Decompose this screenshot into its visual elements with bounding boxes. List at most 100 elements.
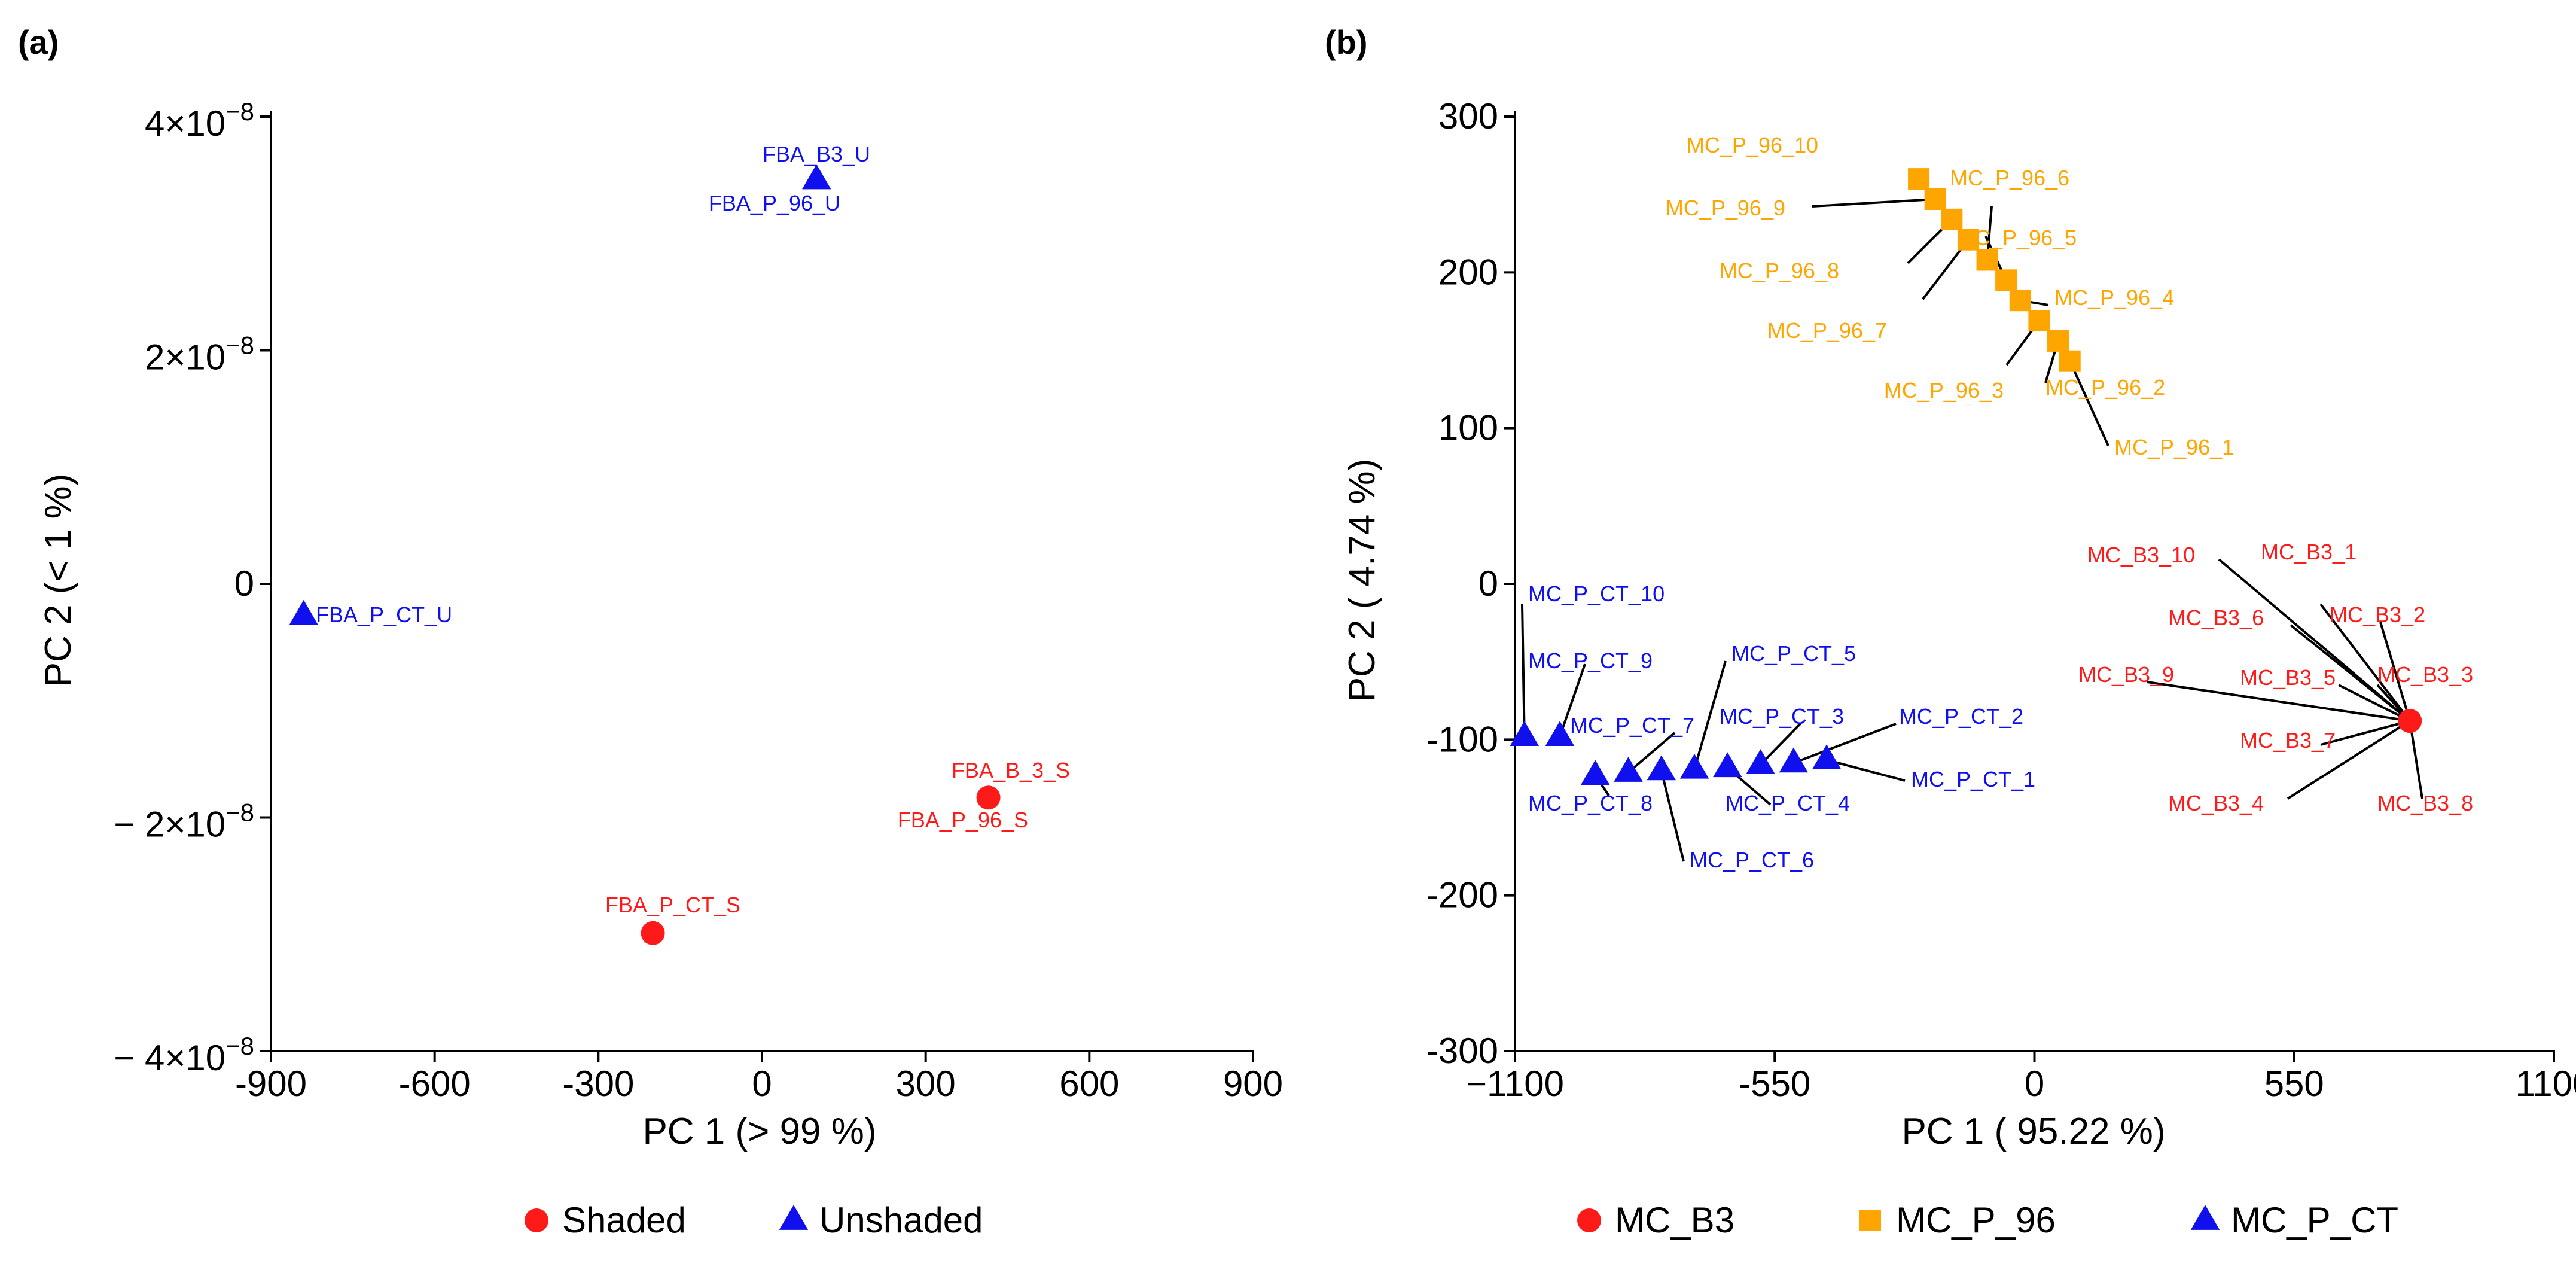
point-label: MC_P_CT_4 <box>1726 791 1850 815</box>
data-point <box>1647 755 1676 781</box>
data-point <box>1941 208 1963 230</box>
point-label: MC_B3_9 <box>2078 662 2174 687</box>
leader-line <box>1760 723 1801 766</box>
leader-line <box>1793 723 1897 765</box>
point-label: MC_B3_5 <box>2240 665 2336 690</box>
legend-label: Unshaded <box>819 1200 983 1240</box>
point-label: MC_B3_7 <box>2240 728 2336 753</box>
data-point <box>1779 747 1809 773</box>
legend-label: Shaded <box>562 1200 686 1240</box>
leader-line <box>1627 732 1676 774</box>
data-point <box>1581 760 1610 785</box>
legend-marker <box>779 1205 809 1230</box>
point-label: MC_P_96_10 <box>1687 133 1818 157</box>
panel-a-axes: -900 -600 -300 0 300 600 900 4×10−8 2×10−8 0 − 2×1… <box>114 98 1283 1104</box>
point-label: MC_P_CT_8 <box>1528 791 1653 815</box>
data-point <box>1545 721 1575 747</box>
point-label: FBA_P_CT_S <box>605 893 740 917</box>
x-tick-label: 300 <box>896 1064 956 1104</box>
point-label: MC_P_96_6 <box>1950 166 2069 190</box>
data-point <box>1976 249 1998 271</box>
point-label: MC_P_96_3 <box>1884 378 2004 403</box>
data-point <box>1924 188 1946 210</box>
x-tick-label: 0 <box>2025 1064 2044 1104</box>
y-tick-label: 0 <box>1478 564 1498 604</box>
y-tick-label: -200 <box>1426 875 1498 915</box>
legend-label: MC_P_96 <box>1896 1200 2056 1240</box>
x-tick-label: 550 <box>2264 1064 2324 1104</box>
x-tick-label: −1100 <box>1466 1064 1564 1104</box>
point-label: MC_B3_10 <box>2087 543 2195 567</box>
panel-label-b: (b) <box>1325 23 1368 61</box>
point-label: MC_P_CT_1 <box>1911 767 2035 791</box>
leader-line <box>2319 603 2411 722</box>
point-label: MC_P_96_4 <box>2054 285 2174 310</box>
leader-line <box>2068 360 2109 446</box>
panel-a-point-labels: FBA_B_3_S FBA_P_96_S FBA_P_CT_S FBA_B3_U FBA… <box>316 142 1070 917</box>
legend-marker <box>1859 1210 1881 1231</box>
y-tick-label: 100 <box>1438 408 1498 448</box>
leader-line <box>1521 604 1526 737</box>
panel-b: (b) −1100 -550 0 550 1100 300 200 100 0 -100 -200 -… <box>1325 23 2576 1240</box>
data-point <box>2059 350 2081 372</box>
point-label: MC_P_CT_5 <box>1731 641 1856 666</box>
legend-label: MC_P_CT <box>2231 1200 2398 1240</box>
data-point <box>1679 753 1709 779</box>
leader-line <box>2338 684 2411 722</box>
leader-line <box>1660 770 1685 862</box>
data-point <box>2398 709 2422 733</box>
point-label: MC_P_96_5 <box>1957 226 2077 250</box>
leader-line <box>2147 681 2410 723</box>
data-point <box>1995 269 2017 291</box>
panel-b-marks <box>1510 168 2422 785</box>
y-tick-label: 300 <box>1438 96 1498 136</box>
leader-line <box>2409 720 2423 799</box>
x-tick-label: -600 <box>399 1064 471 1104</box>
point-label: MC_P_CT_9 <box>1528 648 1653 673</box>
panel-b-legend: MC_B3 MC_P_96 MC_P_CT <box>1577 1200 2398 1240</box>
data-point <box>1957 229 1979 251</box>
y-tick-label: − 2×10−8 <box>114 799 254 845</box>
x-tick-label: 1100 <box>2515 1064 2576 1104</box>
point-label: FBA_P_CT_U <box>316 602 452 627</box>
panel-a-legend: Shaded Unshaded <box>525 1200 983 1240</box>
x-tick-label: -300 <box>562 1064 634 1104</box>
point-label: FBA_B_3_S <box>952 758 1070 782</box>
point-label: MC_P_CT_7 <box>1570 713 1694 738</box>
x-tick-label: -900 <box>235 1064 307 1104</box>
panel-a: (a) -900 -600 -300 0 300 600 900 4×10−8 2×10−8 0 −… <box>18 23 1283 1240</box>
leader-line <box>2287 720 2411 800</box>
y-tick-label: − 4×10−8 <box>114 1032 254 1078</box>
panel-b-axes: −1100 -550 0 550 1100 300 200 100 0 -100 -200 -300 <box>1426 96 2576 1104</box>
leader-line <box>1812 197 1935 208</box>
y-tick-label: -100 <box>1426 719 1498 759</box>
data-point <box>802 164 831 190</box>
data-point <box>2028 310 2050 332</box>
data-point <box>1908 168 1930 190</box>
data-point <box>1812 744 1842 770</box>
data-point <box>2009 290 2031 312</box>
panel-label-a: (a) <box>18 23 59 61</box>
leader-line <box>1559 663 1586 737</box>
x-tick-label: 600 <box>1059 1064 1119 1104</box>
panel-b-x-axis-label: PC 1 ( 95.22 %) <box>1901 1111 2165 1152</box>
point-label: FBA_P_96_U <box>709 191 840 215</box>
leader-line <box>2320 720 2410 746</box>
panel-b-y-axis-label: PC 2 ( 4.74 %) <box>1342 459 1383 702</box>
y-tick-label: 4×10−8 <box>145 98 254 144</box>
legend-marker <box>525 1208 548 1232</box>
point-label: MC_B3_8 <box>2377 791 2473 815</box>
y-tick-label: 0 <box>234 564 254 604</box>
x-tick-label: -550 <box>1739 1064 1810 1104</box>
x-tick-label: 900 <box>1223 1064 1283 1104</box>
point-label: MC_B3_4 <box>2168 791 2264 815</box>
panel-b-point-labels: MC_B3_1 MC_B3_2 MC_B3_3 MC_B3_4 MC_B3_5 MC_B3… <box>1528 133 2473 872</box>
panel-a-marks <box>289 164 1001 945</box>
data-point <box>1713 752 1742 778</box>
data-point <box>976 785 1001 810</box>
leader-line <box>1826 759 1906 782</box>
legend-label: MC_B3 <box>1615 1200 1734 1240</box>
panel-a-x-axis-label: PC 1 (> 99 %) <box>642 1111 876 1152</box>
point-label: MC_P_96_9 <box>1666 196 1785 220</box>
